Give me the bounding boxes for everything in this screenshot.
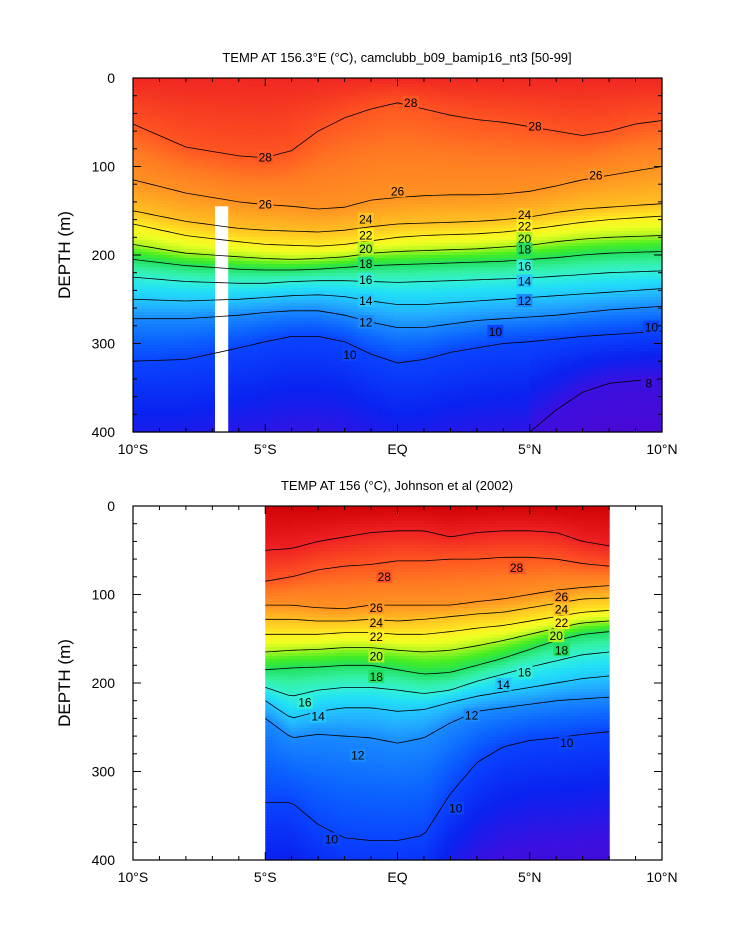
top-y-axis-label: DEPTH (m): [55, 211, 74, 299]
figure: TEMP AT 156.3°E (°C), camclubb_b09_bamip…: [0, 0, 733, 945]
top-chart-title: TEMP AT 156.3°E (°C), camclubb_b09_bamip…: [222, 50, 571, 65]
model-temperature-panel: TEMP AT 156.3°E (°C), camclubb_b09_bamip…: [55, 50, 678, 457]
